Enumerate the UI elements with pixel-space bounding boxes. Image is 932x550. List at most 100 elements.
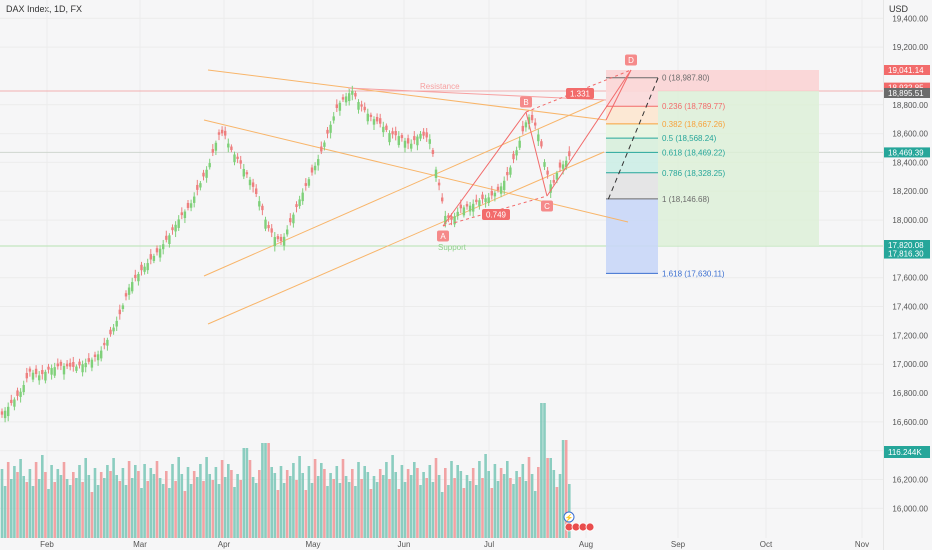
candle-body: [397, 136, 400, 146]
volume-bar: [530, 474, 534, 538]
candle-body: [171, 227, 174, 231]
volume-bar: [515, 471, 518, 538]
trend-line: [203, 99, 605, 277]
volume-bar: [121, 468, 125, 538]
volume-bar: [524, 481, 528, 538]
volume-bar: [10, 479, 13, 538]
volume-bar: [351, 469, 354, 538]
volume-bar: [465, 475, 469, 538]
price-tick: 17,000.00: [892, 360, 928, 369]
candle-body: [205, 169, 208, 178]
candle-body: [56, 363, 59, 367]
volume-bar: [16, 472, 19, 538]
volume-bar: [298, 456, 301, 538]
volume-bar: [37, 479, 41, 538]
volume-bar: [96, 485, 100, 538]
candle-body: [348, 93, 351, 102]
volume-bar: [124, 485, 128, 538]
candle-body: [388, 133, 391, 143]
volume-bar: [171, 464, 174, 538]
pattern-point-label: B: [523, 98, 528, 107]
price-tick: 19,200.00: [892, 43, 928, 52]
volume-bar: [161, 484, 165, 538]
candle-body: [357, 102, 360, 110]
volume-bar: [499, 468, 503, 538]
candle-body: [174, 224, 177, 232]
candle-body: [549, 184, 552, 193]
volume-bar: [440, 492, 444, 538]
volume-bar: [431, 482, 435, 538]
volume-bar: [568, 484, 571, 538]
candle-body: [561, 164, 565, 169]
earnings-icon-glyph: ⚡: [565, 513, 574, 522]
price-tick: 16,200.00: [892, 476, 928, 485]
pattern-point-label: D: [628, 56, 634, 65]
volume-bar: [558, 474, 562, 538]
candle-body: [295, 204, 298, 208]
volume-bar: [555, 487, 559, 538]
volume-bar: [335, 466, 339, 538]
candle-body: [317, 159, 320, 166]
candle-body: [382, 126, 385, 133]
candle-body: [320, 146, 323, 152]
candle-body: [444, 215, 447, 225]
time-tick: Apr: [218, 540, 231, 549]
candle-body: [109, 329, 112, 335]
volume-bar: [208, 474, 211, 538]
candle-body: [149, 254, 152, 260]
candle-body: [537, 134, 540, 142]
volume-bar: [496, 481, 500, 538]
candle-body: [127, 287, 131, 295]
volume-bar: [134, 465, 137, 538]
resistance-label: Resistance: [420, 82, 460, 91]
symbol-title: DAX Index, 1D, FX: [6, 4, 83, 14]
candle-body: [360, 104, 363, 107]
candle-body: [248, 179, 252, 186]
volume-bar: [22, 476, 25, 538]
candle-body: [242, 168, 245, 177]
price-tick: 16,000.00: [892, 504, 928, 513]
volume-bar: [406, 469, 410, 538]
candle-body: [193, 196, 196, 203]
volume-bar: [13, 466, 16, 538]
candle-body: [72, 361, 75, 367]
candle-body: [468, 205, 472, 212]
volume-bar: [149, 468, 153, 538]
volume-bar: [264, 443, 267, 538]
volume-bar: [292, 463, 295, 538]
candle-body: [425, 132, 428, 138]
currency-label[interactable]: USD: [889, 4, 909, 14]
fib-level-label: 1.618 (17,630.11): [662, 269, 725, 278]
candle-body: [524, 122, 528, 128]
volume-bar: [227, 464, 230, 538]
volume-bar: [248, 460, 252, 538]
volume-label-tag: [884, 446, 930, 458]
stop-zone: [606, 70, 819, 91]
pattern-point-c: [541, 200, 553, 212]
candle-body: [75, 366, 78, 371]
fib-level-label: 0.618 (18,469.22): [662, 148, 725, 157]
time-tick: Nov: [855, 540, 869, 549]
volume-bar: [25, 482, 29, 538]
volume-bar: [422, 472, 425, 538]
pattern-point-label: A: [440, 232, 446, 241]
price-tick: 16,600.00: [892, 418, 928, 427]
candle-body: [131, 282, 134, 292]
price-label-text: 18,895.51: [888, 89, 924, 98]
candle-body: [391, 131, 394, 135]
candle-body: [84, 362, 87, 368]
volume-bar: [44, 472, 47, 538]
volume-bar: [140, 488, 143, 538]
volume-bar: [56, 469, 60, 538]
candle-body: [490, 190, 493, 196]
pattern-point-a: [437, 230, 449, 242]
volume-bar: [146, 481, 149, 538]
trend-line: [203, 119, 629, 223]
volume-bar: [502, 474, 506, 538]
candle-body: [211, 149, 214, 153]
price-label-tag: [884, 82, 930, 93]
fib-band: [606, 123, 658, 139]
candle-body: [329, 124, 332, 133]
projection-path: [607, 77, 659, 201]
